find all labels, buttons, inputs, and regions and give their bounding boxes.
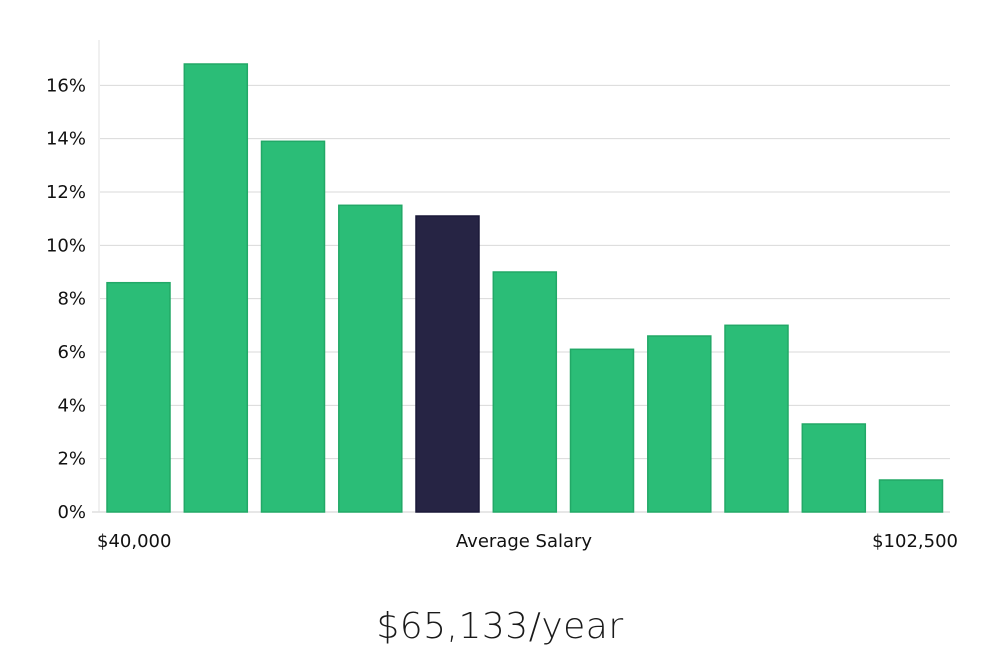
x-min-label: $40,000 [97,531,171,552]
bar [569,348,635,513]
bar [878,479,944,513]
bar-average-salary [415,215,480,513]
y-tick-label: 6% [57,342,86,363]
y-tick-label: 16% [46,75,86,96]
average-salary-value: $65,133/year [376,606,624,647]
bar [338,204,403,513]
y-tick-label: 2% [57,449,86,470]
bars [106,63,944,513]
salary-histogram: 0% 2% 4% 6% 8% 10% 12% 14% 16% $40,000 Average S… [46,40,958,552]
y-axis-tick-labels: 0% 2% 4% 6% 8% 10% 12% 14% 16% [46,75,86,523]
y-tick-label: 0% [57,502,86,523]
y-tick-label: 4% [57,395,86,416]
bar [801,423,867,513]
bar [647,335,712,513]
bar [724,324,789,513]
y-tick-label: 10% [46,235,86,256]
x-max-label: $102,500 [872,531,958,552]
bar [183,63,249,513]
bar [106,281,171,513]
x-axis-title: Average Salary [456,531,593,552]
y-tick-label: 8% [57,289,86,310]
bar [492,271,558,513]
y-tick-label: 12% [46,182,86,203]
y-tick-label: 14% [46,129,86,150]
bar [260,140,326,513]
